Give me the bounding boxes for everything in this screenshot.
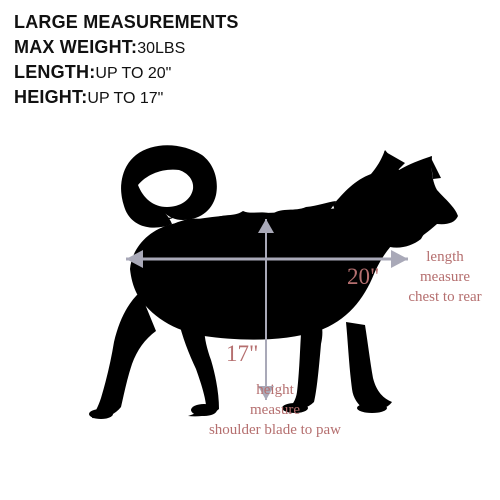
max-weight-value: 30LBS: [137, 40, 186, 57]
measurement-arrows: [126, 219, 408, 400]
max-weight-label: MAX WEIGHT:: [14, 37, 138, 57]
spec-weight-line: MAX WEIGHT:30LBS: [14, 35, 239, 60]
height-label: HEIGHT:: [14, 87, 88, 107]
length-measure-note: length measure chest to rear: [394, 247, 496, 307]
dog-silhouette: [89, 145, 458, 419]
height-note-line-2: measure: [250, 402, 300, 418]
top-arrowhead-icon: [258, 219, 274, 233]
right-arrowhead-icon: [391, 250, 408, 268]
length-value: UP TO 20": [95, 65, 172, 82]
bottom-arrowhead-icon: [258, 386, 274, 400]
height-measure-note: height measure shoulder blade to paw: [176, 380, 374, 440]
spec-size-line: LARGE MEASUREMENTS: [14, 10, 239, 35]
height-dimension-value: 17": [226, 341, 259, 366]
length-note-line-1: length: [426, 249, 464, 265]
height-note-line-1: height: [256, 382, 294, 398]
height-note-line-3: shoulder blade to paw: [208, 422, 342, 438]
spec-length-line: LENGTH:UP TO 20": [14, 60, 239, 85]
left-arrowhead-icon: [126, 250, 143, 268]
length-note-line-3: chest to rear: [408, 289, 482, 305]
spec-height-line: HEIGHT:UP TO 17": [14, 85, 239, 110]
height-value: UP TO 17": [87, 90, 164, 107]
length-note-line-2: measure: [420, 269, 470, 285]
length-dimension-value: 20": [347, 264, 380, 289]
measurement-specs: LARGE MEASUREMENTS MAX WEIGHT:30LBS LENG…: [14, 10, 239, 110]
length-label: LENGTH:: [14, 62, 96, 82]
size-label: LARGE MEASUREMENTS: [14, 12, 239, 32]
